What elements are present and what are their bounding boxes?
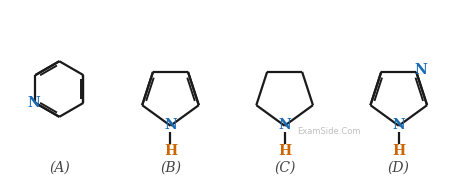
Text: N: N	[28, 96, 41, 110]
Text: (A): (A)	[49, 160, 70, 174]
Text: (C): (C)	[274, 160, 295, 174]
Text: N: N	[392, 118, 405, 132]
Text: H: H	[278, 144, 291, 158]
Text: H: H	[164, 144, 177, 158]
Text: N: N	[415, 63, 428, 77]
Text: N: N	[278, 118, 291, 132]
Text: (B): (B)	[160, 160, 181, 174]
Text: N: N	[164, 118, 177, 132]
Text: (D): (D)	[388, 160, 410, 174]
Text: ExamSide.Com: ExamSide.Com	[297, 127, 361, 136]
Text: H: H	[392, 144, 405, 158]
